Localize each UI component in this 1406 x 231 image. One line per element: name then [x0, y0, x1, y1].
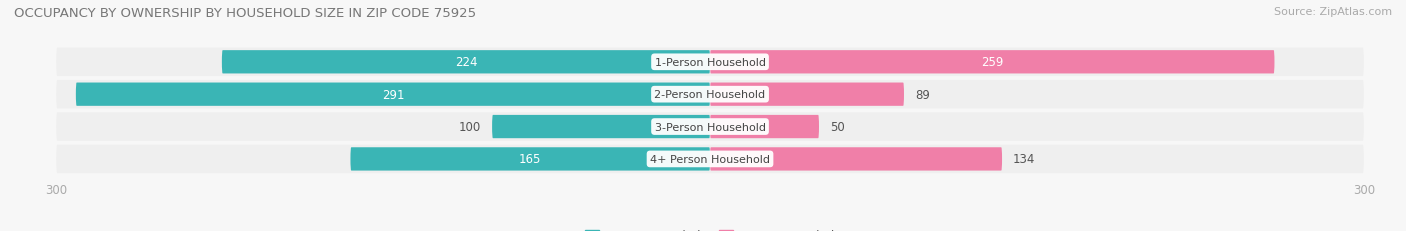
Text: 165: 165	[519, 153, 541, 166]
Text: 2-Person Household: 2-Person Household	[654, 90, 766, 100]
Text: 50: 50	[830, 121, 845, 134]
FancyBboxPatch shape	[56, 113, 1364, 141]
Text: 259: 259	[981, 56, 1004, 69]
Text: 4+ Person Household: 4+ Person Household	[650, 154, 770, 164]
Text: 134: 134	[1012, 153, 1035, 166]
FancyBboxPatch shape	[710, 116, 818, 139]
Text: 1-Person Household: 1-Person Household	[655, 58, 765, 67]
Text: 100: 100	[458, 121, 481, 134]
Text: 291: 291	[381, 88, 404, 101]
FancyBboxPatch shape	[710, 51, 1274, 74]
FancyBboxPatch shape	[492, 116, 710, 139]
Text: 224: 224	[454, 56, 477, 69]
FancyBboxPatch shape	[56, 145, 1364, 173]
FancyBboxPatch shape	[76, 83, 710, 106]
FancyBboxPatch shape	[350, 148, 710, 171]
Text: Source: ZipAtlas.com: Source: ZipAtlas.com	[1274, 7, 1392, 17]
Text: OCCUPANCY BY OWNERSHIP BY HOUSEHOLD SIZE IN ZIP CODE 75925: OCCUPANCY BY OWNERSHIP BY HOUSEHOLD SIZE…	[14, 7, 477, 20]
Text: 3-Person Household: 3-Person Household	[655, 122, 765, 132]
Text: 89: 89	[915, 88, 929, 101]
FancyBboxPatch shape	[222, 51, 710, 74]
FancyBboxPatch shape	[56, 81, 1364, 109]
FancyBboxPatch shape	[710, 148, 1002, 171]
FancyBboxPatch shape	[710, 83, 904, 106]
Legend: Owner-occupied, Renter-occupied: Owner-occupied, Renter-occupied	[581, 224, 839, 231]
FancyBboxPatch shape	[56, 48, 1364, 77]
